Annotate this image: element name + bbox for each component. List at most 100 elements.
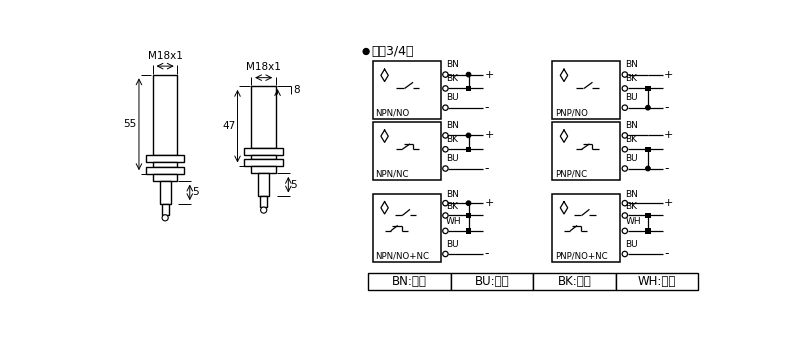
Bar xyxy=(553,122,620,180)
Circle shape xyxy=(442,86,448,91)
Text: BN: BN xyxy=(626,121,638,130)
Text: BK: BK xyxy=(446,202,458,211)
Text: WH: WH xyxy=(446,217,462,226)
Text: -: - xyxy=(664,247,669,260)
Bar xyxy=(466,86,471,91)
Text: 5: 5 xyxy=(192,187,198,197)
Text: -: - xyxy=(664,101,669,114)
Bar xyxy=(646,86,650,91)
Circle shape xyxy=(442,105,448,111)
Text: BU: BU xyxy=(446,93,459,102)
Bar xyxy=(646,146,650,152)
Circle shape xyxy=(162,215,168,221)
Circle shape xyxy=(622,133,627,138)
Text: BN: BN xyxy=(446,121,459,130)
Text: BN:棕色: BN:棕色 xyxy=(392,275,426,288)
Bar xyxy=(466,213,471,218)
Text: -: - xyxy=(485,162,489,175)
Text: BK: BK xyxy=(446,74,458,83)
Text: NPN/NO+NC: NPN/NO+NC xyxy=(375,251,430,260)
Bar xyxy=(368,273,451,290)
Bar xyxy=(553,194,620,262)
Circle shape xyxy=(622,228,627,234)
Text: +: + xyxy=(485,198,494,208)
Text: M18x1: M18x1 xyxy=(148,51,182,61)
Circle shape xyxy=(622,105,627,111)
Circle shape xyxy=(466,201,471,206)
Circle shape xyxy=(646,166,650,171)
Text: BK: BK xyxy=(446,135,458,144)
Text: PNP/NO: PNP/NO xyxy=(554,108,588,118)
Bar xyxy=(646,228,650,234)
Circle shape xyxy=(442,228,448,234)
Bar xyxy=(251,166,276,173)
Circle shape xyxy=(622,166,627,171)
Circle shape xyxy=(442,72,448,77)
Text: 55: 55 xyxy=(123,119,137,129)
Text: +: + xyxy=(664,70,674,80)
Text: -: - xyxy=(664,162,669,175)
Circle shape xyxy=(622,201,627,206)
Bar xyxy=(251,86,276,148)
Text: BN: BN xyxy=(626,60,638,69)
Bar xyxy=(251,155,276,159)
Bar xyxy=(553,62,620,119)
Text: NPN/NO: NPN/NO xyxy=(375,108,410,118)
Circle shape xyxy=(442,166,448,171)
Bar xyxy=(373,122,441,180)
Text: BU: BU xyxy=(626,154,638,163)
Bar xyxy=(451,273,534,290)
Text: BN: BN xyxy=(446,60,459,69)
Bar xyxy=(373,62,441,119)
Circle shape xyxy=(466,133,471,138)
Bar xyxy=(534,273,615,290)
Circle shape xyxy=(442,133,448,138)
Bar xyxy=(466,228,471,234)
Text: BU: BU xyxy=(446,154,459,163)
Bar xyxy=(466,146,471,152)
Bar xyxy=(146,167,184,174)
Circle shape xyxy=(442,213,448,218)
Text: 8: 8 xyxy=(293,85,299,95)
Circle shape xyxy=(466,72,471,77)
Bar xyxy=(146,156,184,162)
Text: NPN/NC: NPN/NC xyxy=(375,169,409,178)
Circle shape xyxy=(442,201,448,206)
Text: -: - xyxy=(485,247,489,260)
Text: WH: WH xyxy=(626,217,642,226)
Text: BU:兰色: BU:兰色 xyxy=(474,275,510,288)
Text: PNP/NC: PNP/NC xyxy=(554,169,587,178)
Text: +: + xyxy=(664,130,674,140)
Text: BK: BK xyxy=(626,135,638,144)
Text: BU: BU xyxy=(626,93,638,102)
Text: BK: BK xyxy=(626,202,638,211)
Circle shape xyxy=(622,251,627,257)
Text: +: + xyxy=(485,70,494,80)
Text: WH:白色: WH:白色 xyxy=(638,275,676,288)
Text: BK: BK xyxy=(626,74,638,83)
Text: BN: BN xyxy=(446,189,459,199)
Text: BK:黑色: BK:黑色 xyxy=(558,275,591,288)
Text: 47: 47 xyxy=(222,121,235,131)
Circle shape xyxy=(622,146,627,152)
Text: 5: 5 xyxy=(290,180,298,190)
Text: -: - xyxy=(485,101,489,114)
Bar xyxy=(373,194,441,262)
Circle shape xyxy=(622,213,627,218)
Bar xyxy=(153,162,178,167)
Text: BN: BN xyxy=(626,189,638,199)
Circle shape xyxy=(622,86,627,91)
Text: PNP/NO+NC: PNP/NO+NC xyxy=(554,251,607,260)
Bar xyxy=(160,181,170,204)
Bar xyxy=(646,146,650,152)
Bar xyxy=(153,174,178,181)
Bar xyxy=(245,148,283,155)
Circle shape xyxy=(622,72,627,77)
Text: +: + xyxy=(485,130,494,140)
Bar xyxy=(646,86,650,91)
Text: BU: BU xyxy=(446,240,459,249)
Bar xyxy=(260,196,267,207)
Bar xyxy=(245,159,283,166)
Bar xyxy=(646,213,650,218)
Text: BU: BU xyxy=(626,240,638,249)
